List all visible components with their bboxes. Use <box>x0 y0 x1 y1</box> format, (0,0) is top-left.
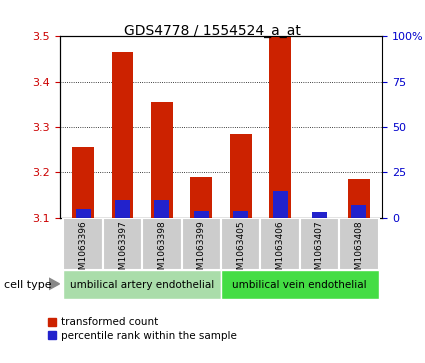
FancyBboxPatch shape <box>300 218 339 270</box>
Bar <box>115 200 130 218</box>
Bar <box>269 36 291 218</box>
Text: GSM1063406: GSM1063406 <box>275 220 285 281</box>
Bar <box>72 147 94 218</box>
Bar <box>272 191 288 218</box>
Bar <box>151 102 173 218</box>
Text: GSM1063407: GSM1063407 <box>315 220 324 281</box>
FancyBboxPatch shape <box>221 218 261 270</box>
Text: GSM1063399: GSM1063399 <box>197 220 206 281</box>
Text: GSM1063408: GSM1063408 <box>354 220 363 281</box>
FancyBboxPatch shape <box>339 218 379 270</box>
Bar <box>233 211 248 218</box>
Polygon shape <box>49 278 60 290</box>
Text: cell type: cell type <box>4 280 52 290</box>
Bar <box>221 270 379 299</box>
Bar <box>194 211 209 218</box>
Bar <box>63 270 221 299</box>
FancyBboxPatch shape <box>63 218 103 270</box>
FancyBboxPatch shape <box>181 218 221 270</box>
Text: GSM1063397: GSM1063397 <box>118 220 127 281</box>
FancyBboxPatch shape <box>103 218 142 270</box>
Text: GSM1063405: GSM1063405 <box>236 220 245 281</box>
Text: umbilical artery endothelial: umbilical artery endothelial <box>70 280 214 290</box>
Bar <box>76 209 91 218</box>
Text: GSM1063398: GSM1063398 <box>157 220 167 281</box>
Bar <box>230 134 252 218</box>
Bar <box>348 179 370 218</box>
FancyBboxPatch shape <box>261 218 300 270</box>
Bar <box>190 177 212 218</box>
Bar <box>351 205 366 218</box>
Text: GSM1063396: GSM1063396 <box>79 220 88 281</box>
Text: umbilical vein endothelial: umbilical vein endothelial <box>232 280 367 290</box>
Bar <box>154 200 170 218</box>
Bar <box>112 52 133 218</box>
Text: GDS4778 / 1554524_a_at: GDS4778 / 1554524_a_at <box>124 24 301 38</box>
Legend: transformed count, percentile rank within the sample: transformed count, percentile rank withi… <box>48 317 237 340</box>
Bar <box>312 212 327 218</box>
FancyBboxPatch shape <box>142 218 181 270</box>
